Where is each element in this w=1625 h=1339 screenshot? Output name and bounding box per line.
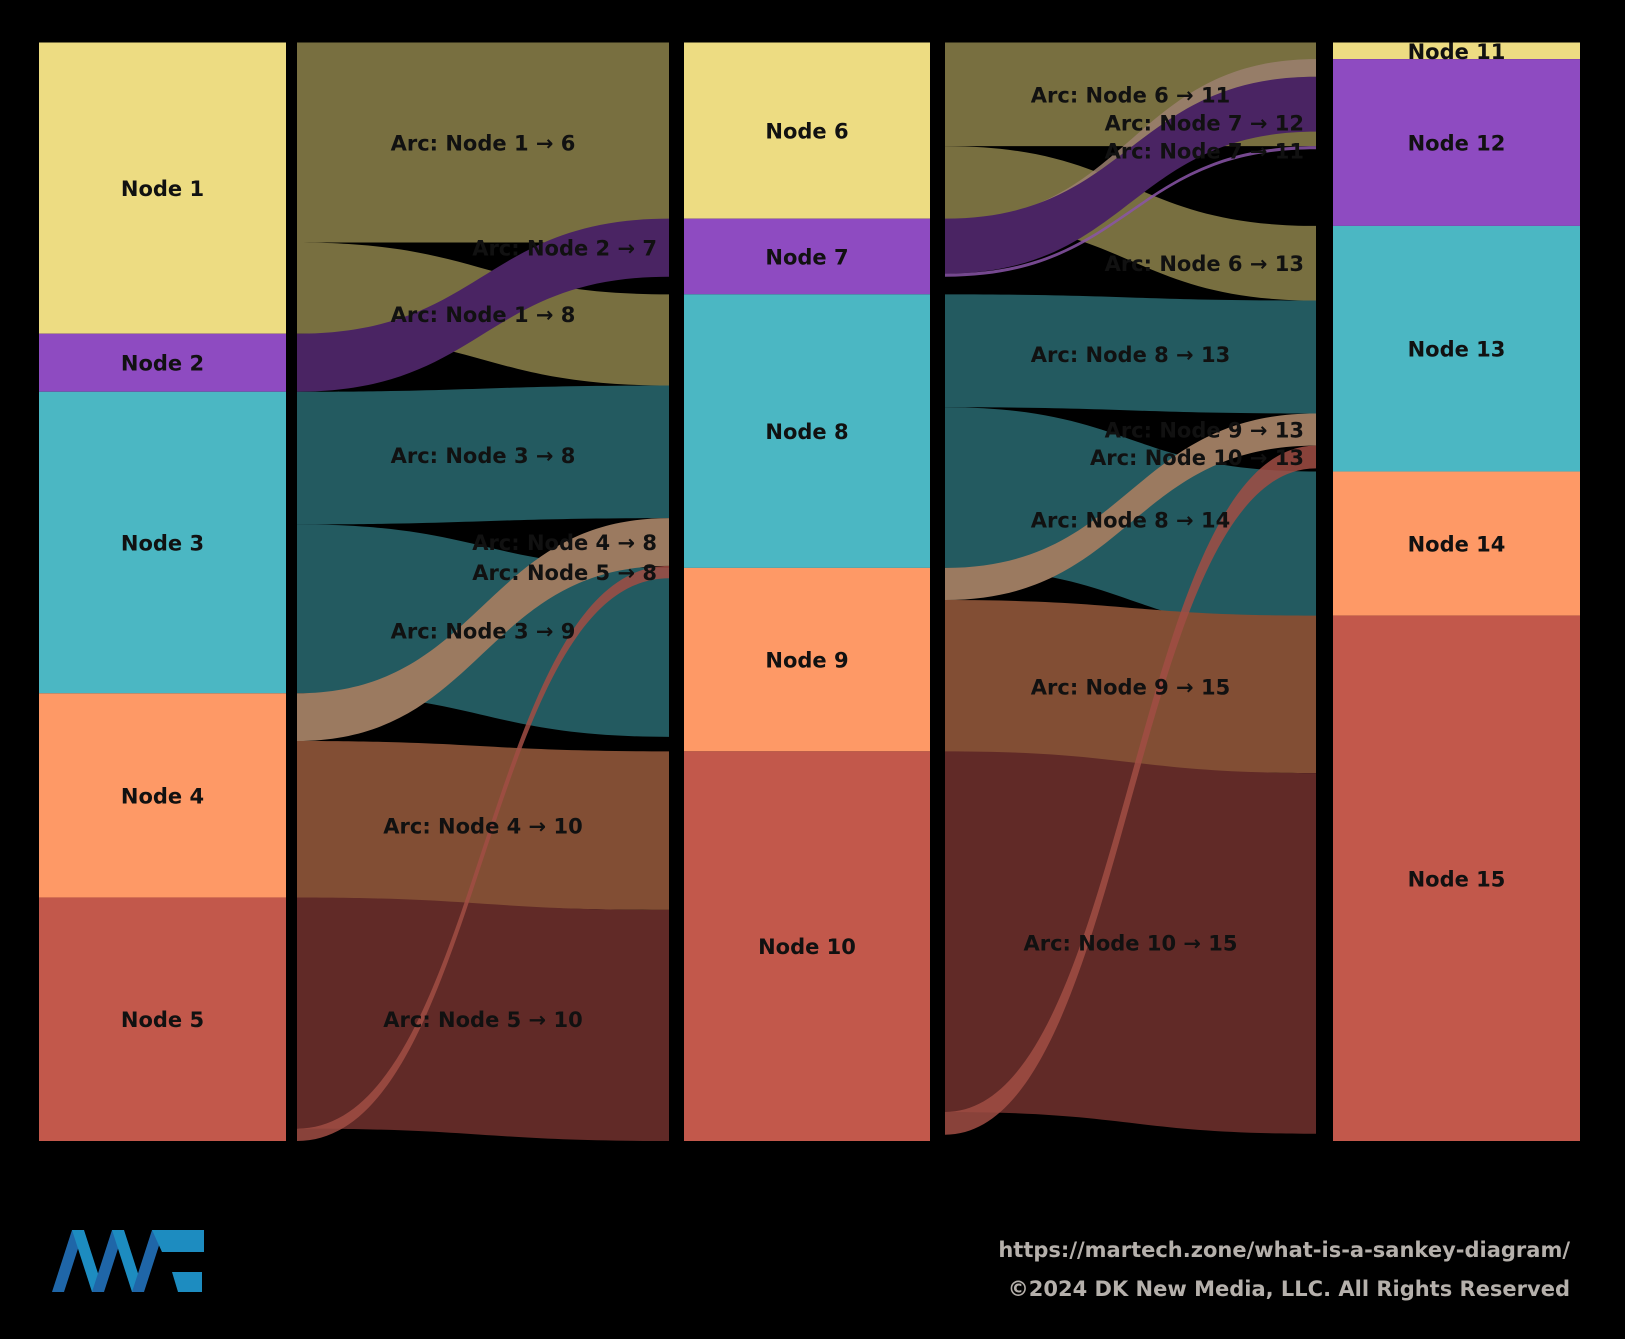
node-label: Node 12 — [1408, 132, 1506, 156]
link-4-to-10[interactable] — [297, 740, 669, 910]
node-label: Node 13 — [1408, 338, 1506, 362]
node-label: Node 11 — [1408, 40, 1506, 64]
node-node-5[interactable] — [39, 897, 286, 1141]
node-node-6[interactable] — [684, 42, 930, 219]
link-10-to-13[interactable] — [945, 445, 1316, 1135]
node-label: Node 5 — [121, 1008, 204, 1032]
link-label: Arc: Node 10 → 15 — [1023, 932, 1237, 956]
link-4-to-8[interactable] — [297, 518, 669, 741]
node-label: Node 8 — [765, 420, 848, 444]
link-label: Arc: Node 7 → 11 — [1105, 139, 1304, 163]
node-node-2[interactable] — [39, 333, 286, 392]
link-8-to-13[interactable] — [945, 294, 1316, 414]
node-node-11[interactable] — [1333, 42, 1580, 60]
node-node-4[interactable] — [39, 693, 286, 898]
node-node-7[interactable] — [684, 218, 930, 295]
link-label: Arc: Node 3 → 8 — [391, 444, 576, 468]
link-9-to-13[interactable] — [945, 413, 1316, 601]
node-node-10[interactable] — [684, 751, 930, 1141]
node-label: Node 3 — [121, 532, 204, 556]
link-1-to-6[interactable] — [297, 42, 669, 243]
node-label: Node 6 — [765, 120, 848, 144]
node-node-9[interactable] — [684, 567, 930, 752]
link-label: Arc: Node 5 → 8 — [472, 561, 657, 585]
link-label: Arc: Node 2 → 7 — [472, 237, 657, 261]
node-node-3[interactable] — [39, 391, 286, 694]
link-7-to-11[interactable] — [945, 146, 1316, 277]
link-2-to-7[interactable] — [297, 218, 669, 392]
node-label: Node 2 — [121, 352, 204, 376]
links-layer — [297, 42, 1316, 1141]
link-label: Arc: Node 9 → 13 — [1105, 419, 1304, 443]
link-label: Arc: Node 1 → 6 — [391, 132, 576, 156]
node-label: Node 10 — [758, 935, 856, 959]
link-label: Arc: Node 6 → 11 — [1031, 83, 1230, 107]
node-label: Node 4 — [121, 784, 204, 808]
labels-layer: Node 1 Node 2 Node 3 Node 4 Node 5 Node 6 Node… — [121, 40, 1506, 1032]
link-label: Arc: Node 9 → 15 — [1031, 676, 1230, 700]
node-label: Node 1 — [121, 177, 204, 201]
link-label: Arc: Node 4 → 8 — [472, 531, 657, 555]
node-node-1[interactable] — [39, 42, 286, 334]
link-label: Arc: Node 5 → 10 — [383, 1008, 582, 1032]
link-7-to-12[interactable] — [945, 76, 1316, 274]
copyright-text: ©2024 DK New Media, LLC. All Rights Rese… — [1007, 1277, 1570, 1301]
node-node-15[interactable] — [1333, 615, 1580, 1141]
link-6-to-13[interactable] — [945, 146, 1316, 301]
source-url[interactable]: https://martech.zone/what-is-a-sankey-di… — [998, 1238, 1570, 1262]
link-label: Arc: Node 1 → 8 — [391, 303, 576, 327]
node-label: Node 14 — [1408, 533, 1506, 557]
node-node-13[interactable] — [1333, 225, 1580, 472]
link-label: Arc: Node 8 → 13 — [1031, 343, 1230, 367]
link-label: Arc: Node 6 → 13 — [1105, 252, 1304, 276]
node-node-14[interactable] — [1333, 471, 1580, 616]
link-label: Arc: Node 4 → 10 — [383, 814, 582, 838]
link-9-to-15[interactable] — [945, 600, 1316, 774]
node-node-12[interactable] — [1333, 59, 1580, 226]
sankey-diagram: Node 1 Node 2 Node 3 Node 4 Node 5 Node 6 Node… — [39, 40, 1580, 1141]
node-label: Node 15 — [1408, 867, 1506, 891]
link-label: Arc: Node 8 → 14 — [1031, 509, 1230, 533]
node-node-8[interactable] — [684, 294, 930, 568]
link-label: Arc: Node 10 → 13 — [1090, 446, 1304, 470]
link-label: Arc: Node 3 → 9 — [391, 620, 576, 644]
node-label: Node 9 — [765, 649, 848, 673]
link-5-to-8[interactable] — [297, 565, 669, 1141]
link-3-to-8[interactable] — [297, 385, 669, 525]
martech-zone-logo — [52, 1230, 204, 1292]
link-label: Arc: Node 7 → 12 — [1105, 111, 1304, 135]
nodes-layer — [39, 42, 1580, 1141]
link-10-to-15[interactable] — [945, 751, 1316, 1134]
node-label: Node 7 — [765, 246, 848, 270]
